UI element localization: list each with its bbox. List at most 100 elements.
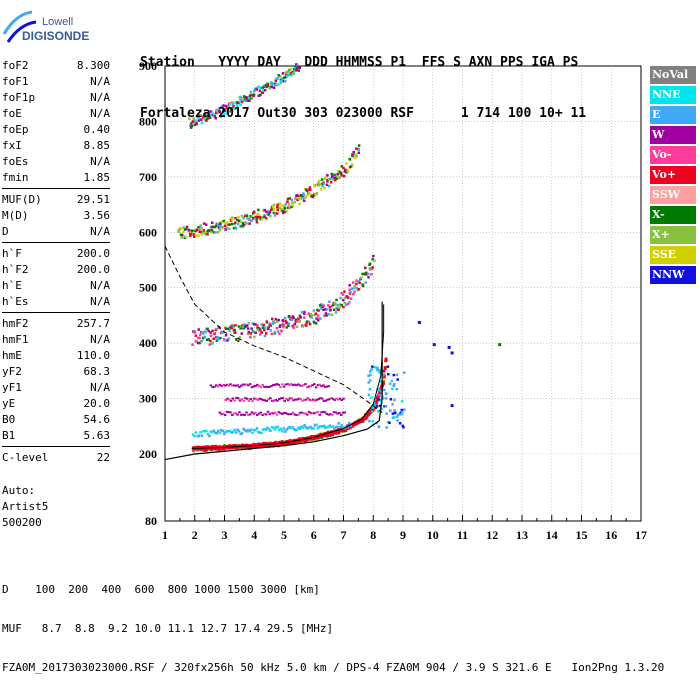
echo-point <box>323 385 327 388</box>
echo-point <box>302 412 305 415</box>
echo-point <box>392 384 396 388</box>
echo-point <box>246 428 250 432</box>
echo-point <box>297 317 300 320</box>
echo-point <box>205 449 208 452</box>
echo-point <box>231 397 235 400</box>
echo-point <box>307 320 311 324</box>
echo-point <box>239 326 243 330</box>
echo-point <box>210 221 214 225</box>
echo-point <box>272 383 275 386</box>
echo-point <box>191 433 195 436</box>
echo-point <box>249 219 252 222</box>
echo-point <box>384 405 388 408</box>
echo-point <box>320 411 323 414</box>
echo-point <box>391 403 394 406</box>
echo-point <box>208 116 212 119</box>
echo-point <box>291 324 294 328</box>
echo-point <box>300 411 304 414</box>
echo-point <box>254 323 257 326</box>
echo-point <box>355 286 359 290</box>
param-separator <box>2 312 110 313</box>
echo-point <box>233 428 236 432</box>
echo-point <box>357 280 361 283</box>
echo-point <box>287 203 291 206</box>
echo-point <box>204 119 208 122</box>
echo-point <box>299 316 303 319</box>
echo-point <box>395 387 399 391</box>
echo-point <box>346 425 349 429</box>
echo-point <box>345 295 349 298</box>
echo-point <box>260 398 263 401</box>
echo-point <box>277 318 280 322</box>
echo-point <box>352 150 355 154</box>
echo-point <box>246 98 250 101</box>
echo-point <box>231 102 235 106</box>
echo-point <box>222 384 225 387</box>
echo-point <box>336 173 339 176</box>
echo-point <box>325 412 329 415</box>
echo-point <box>327 184 331 188</box>
echo-point <box>322 399 326 402</box>
echo-point <box>297 426 300 429</box>
echo-point <box>298 314 302 318</box>
echo-point <box>269 324 272 327</box>
echo-point <box>292 71 296 75</box>
x-tick-label: 14 <box>546 528 558 542</box>
echo-point <box>273 428 277 431</box>
echo-point <box>223 107 227 111</box>
echo-point <box>261 428 265 431</box>
echo-point <box>307 385 311 388</box>
echo-point <box>334 411 338 414</box>
echo-point <box>238 219 241 223</box>
echo-point <box>314 312 318 315</box>
echo-point <box>249 428 253 431</box>
echo-point <box>306 386 309 389</box>
echo-point <box>285 210 289 213</box>
echo-point <box>367 276 370 279</box>
echo-point <box>212 332 216 336</box>
param-value: 3.56 <box>83 209 111 222</box>
echo-point <box>348 157 352 161</box>
echo-point <box>281 397 285 400</box>
param-value: 0.40 <box>83 123 111 136</box>
echo-point <box>274 398 277 401</box>
echo-point <box>393 416 396 419</box>
echo-point <box>379 380 383 384</box>
echo-point <box>181 233 184 237</box>
echo-point <box>284 412 288 415</box>
echo-point <box>396 415 399 418</box>
echo-point <box>378 393 381 397</box>
param-key: D <box>2 225 9 238</box>
echo-point <box>209 339 212 343</box>
echo-point <box>240 332 244 335</box>
echo-point <box>242 326 245 330</box>
echo-point <box>270 384 273 387</box>
echo-point <box>328 305 332 309</box>
echo-point <box>233 221 237 225</box>
echo-point <box>230 108 234 112</box>
echo-point <box>279 209 283 212</box>
echo-point <box>343 301 347 305</box>
echo-point <box>274 318 278 321</box>
param-key: foEp <box>2 123 29 136</box>
echo-point <box>367 374 370 378</box>
echo-point <box>199 224 202 227</box>
echo-point <box>203 112 207 116</box>
echo-point <box>245 214 249 218</box>
echo-point <box>329 309 332 312</box>
echo-point <box>239 225 242 228</box>
echo-point <box>329 413 332 416</box>
echo-point <box>297 397 301 400</box>
param-value: N/A <box>90 107 110 120</box>
echo-point <box>308 398 311 401</box>
echo-point <box>371 420 374 423</box>
x-tick-label: 11 <box>457 528 468 542</box>
echo-point <box>257 85 260 89</box>
y-tick-label: 900 <box>139 59 157 73</box>
echo-point <box>283 79 287 83</box>
echo-point <box>286 70 289 74</box>
echo-point <box>272 203 276 207</box>
echo-point <box>298 202 301 206</box>
echo-point <box>317 309 320 312</box>
echo-point <box>365 271 368 275</box>
